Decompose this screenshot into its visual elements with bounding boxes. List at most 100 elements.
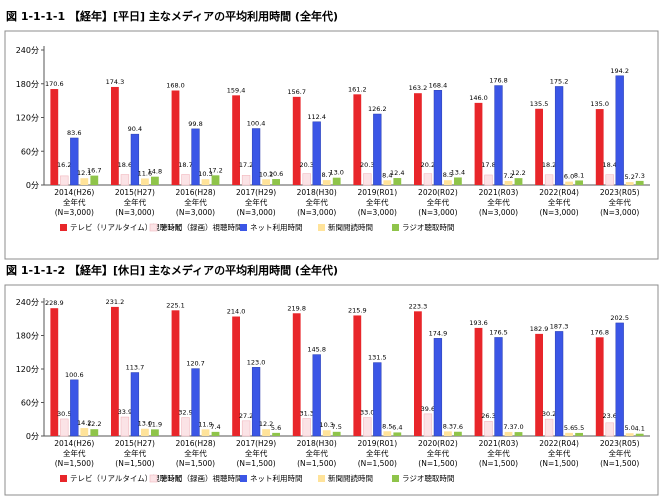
- data-label-net: 126.2: [368, 105, 387, 113]
- legend-swatch-tv-realtime: [60, 224, 67, 231]
- bar-tv-recorded: [605, 174, 614, 186]
- category-group: 228.9 30.5 100.6 14.212.2: [45, 299, 102, 437]
- data-label-net: 123.0: [247, 358, 266, 366]
- bar-tv-recorded: [363, 417, 372, 437]
- legend-item-radio: ラジオ聴取時間: [402, 223, 454, 232]
- bar-net: [433, 90, 443, 186]
- data-label-tv-recorded: 23.6: [602, 412, 616, 420]
- data-label-tv-realtime: 231.2: [106, 298, 125, 306]
- x-tick-label: 2014(H26): [54, 188, 94, 197]
- bar-tv-recorded: [120, 174, 130, 186]
- bar-net: [70, 137, 79, 186]
- x-tick-label: (N=1,500): [55, 459, 94, 468]
- data-label-net: 100.4: [247, 120, 266, 128]
- data-label-newspaper: 7.3: [503, 423, 513, 431]
- bar-net: [554, 86, 564, 186]
- data-label-tv-recorded: 20.3: [299, 161, 313, 169]
- bar-newspaper: [262, 179, 270, 185]
- x-tick-label: 全年代: [245, 448, 268, 458]
- data-label-tv-realtime: 182.9: [530, 325, 549, 333]
- data-label-radio: 13.4: [451, 168, 465, 176]
- category-group: 176.8 23.6 202.5 5.0 4.1: [590, 314, 645, 437]
- legend-swatch-tv-recorded: [149, 223, 158, 232]
- bar-tv-recorded: [120, 416, 130, 437]
- legend-item-net: ネット利用時間: [250, 473, 303, 483]
- x-tick-label: 全年代: [184, 448, 207, 458]
- x-tick-label: 2016(H28): [175, 439, 215, 448]
- data-label-net: 174.9: [429, 329, 448, 337]
- y-tick-label: 0分: [26, 432, 39, 441]
- legend-swatch-radio: [392, 475, 399, 482]
- category-group: 163.2 20.2 168.4 8.513.4: [409, 81, 465, 186]
- data-label-tv-recorded: 18.6: [118, 161, 132, 169]
- x-tick-label: 全年代: [124, 448, 147, 458]
- x-tick-label: 2023(R05): [600, 439, 640, 448]
- data-label-tv-recorded: 30.2: [542, 410, 556, 418]
- data-label-tv-realtime: 161.2: [348, 85, 367, 93]
- x-tick-label: (N=3,000): [358, 208, 397, 217]
- data-label-tv-realtime: 146.0: [469, 94, 488, 102]
- data-label-radio: 12.2: [511, 169, 525, 177]
- bar-tv-realtime: [232, 95, 240, 185]
- legend-item-newspaper: 新聞閲読時間: [328, 473, 373, 483]
- bar-tv-realtime: [292, 313, 301, 436]
- bar-radio: [454, 431, 462, 436]
- y-tick-label: 60分: [21, 399, 39, 408]
- bar-tv-recorded: [423, 413, 433, 437]
- data-label-radio: 11.9: [148, 420, 162, 428]
- bar-newspaper: [80, 428, 89, 436]
- x-tick-label: 全年代: [608, 197, 631, 207]
- x-tick-label: 全年代: [184, 197, 207, 207]
- x-tick-label: 2018(H30): [297, 188, 337, 197]
- x-tick-label: 全年代: [305, 448, 328, 458]
- category-group: 170.6 16.2 83.6 12.116.7: [45, 80, 102, 186]
- x-tick-label: 全年代: [63, 197, 86, 207]
- data-label-radio: 7.3: [635, 172, 645, 180]
- x-tick-label: 全年代: [548, 448, 571, 458]
- data-label-radio: 16.7: [87, 167, 101, 175]
- bar-net: [373, 362, 382, 437]
- category-group: 174.3 18.6 90.4 11.614.8: [106, 78, 162, 186]
- bar-tv-realtime: [595, 109, 604, 185]
- data-label-newspaper: 8.4: [382, 171, 392, 179]
- data-label-tv-realtime: 219.8: [287, 304, 306, 312]
- bar-tv-recorded: [363, 173, 372, 186]
- data-label-radio: 5.6: [271, 424, 281, 432]
- x-tick-label: (N=3,000): [418, 208, 457, 217]
- data-label-tv-realtime: 163.2: [409, 84, 428, 92]
- legend-swatch-net: [240, 224, 247, 231]
- data-label-tv-recorded: 16.2: [57, 161, 71, 169]
- bar-net: [494, 337, 503, 437]
- bar-net: [70, 379, 79, 437]
- x-tick-label: 2019(R01): [357, 188, 397, 197]
- bar-tv-recorded: [60, 418, 69, 437]
- bar-newspaper: [444, 431, 452, 436]
- legend-swatch-newspaper: [318, 475, 325, 482]
- data-label-net: 168.4: [429, 81, 448, 89]
- legend-item-tv-recorded: テレビ（録画）視聴時間: [160, 222, 243, 232]
- bar-net: [312, 121, 321, 186]
- x-tick-label: 2016(H28): [175, 188, 215, 197]
- bar-net: [615, 322, 624, 437]
- data-label-radio: 4.1: [635, 425, 645, 433]
- chart-title-weekday: 図 1-1-1-1 【経年】[平日] 主なメディアの平均利用時間 (全年代): [6, 10, 338, 23]
- data-label-tv-realtime: 170.6: [45, 80, 64, 88]
- data-label-net: 145.8: [307, 346, 326, 354]
- y-tick-label: 0分: [26, 181, 39, 190]
- data-label-net: 131.5: [368, 354, 387, 362]
- bar-tv-recorded: [241, 175, 251, 186]
- data-label-tv-recorded: 27.2: [239, 412, 253, 420]
- bar-radio: [90, 429, 99, 436]
- data-label-net: 113.7: [126, 364, 145, 372]
- x-tick-label: (N=3,000): [539, 208, 578, 217]
- data-label-radio: 17.2: [208, 166, 222, 174]
- data-label-newspaper: 8.5: [443, 171, 453, 179]
- data-label-tv-recorded: 26.3: [481, 412, 495, 420]
- x-tick-label: 2020(R02): [418, 439, 458, 448]
- data-label-radio: 12.2: [87, 420, 101, 428]
- legend-swatch-newspaper: [318, 224, 325, 231]
- bar-radio: [393, 432, 402, 436]
- x-tick-label: 2021(R03): [479, 439, 519, 448]
- bar-tv-recorded: [484, 421, 493, 437]
